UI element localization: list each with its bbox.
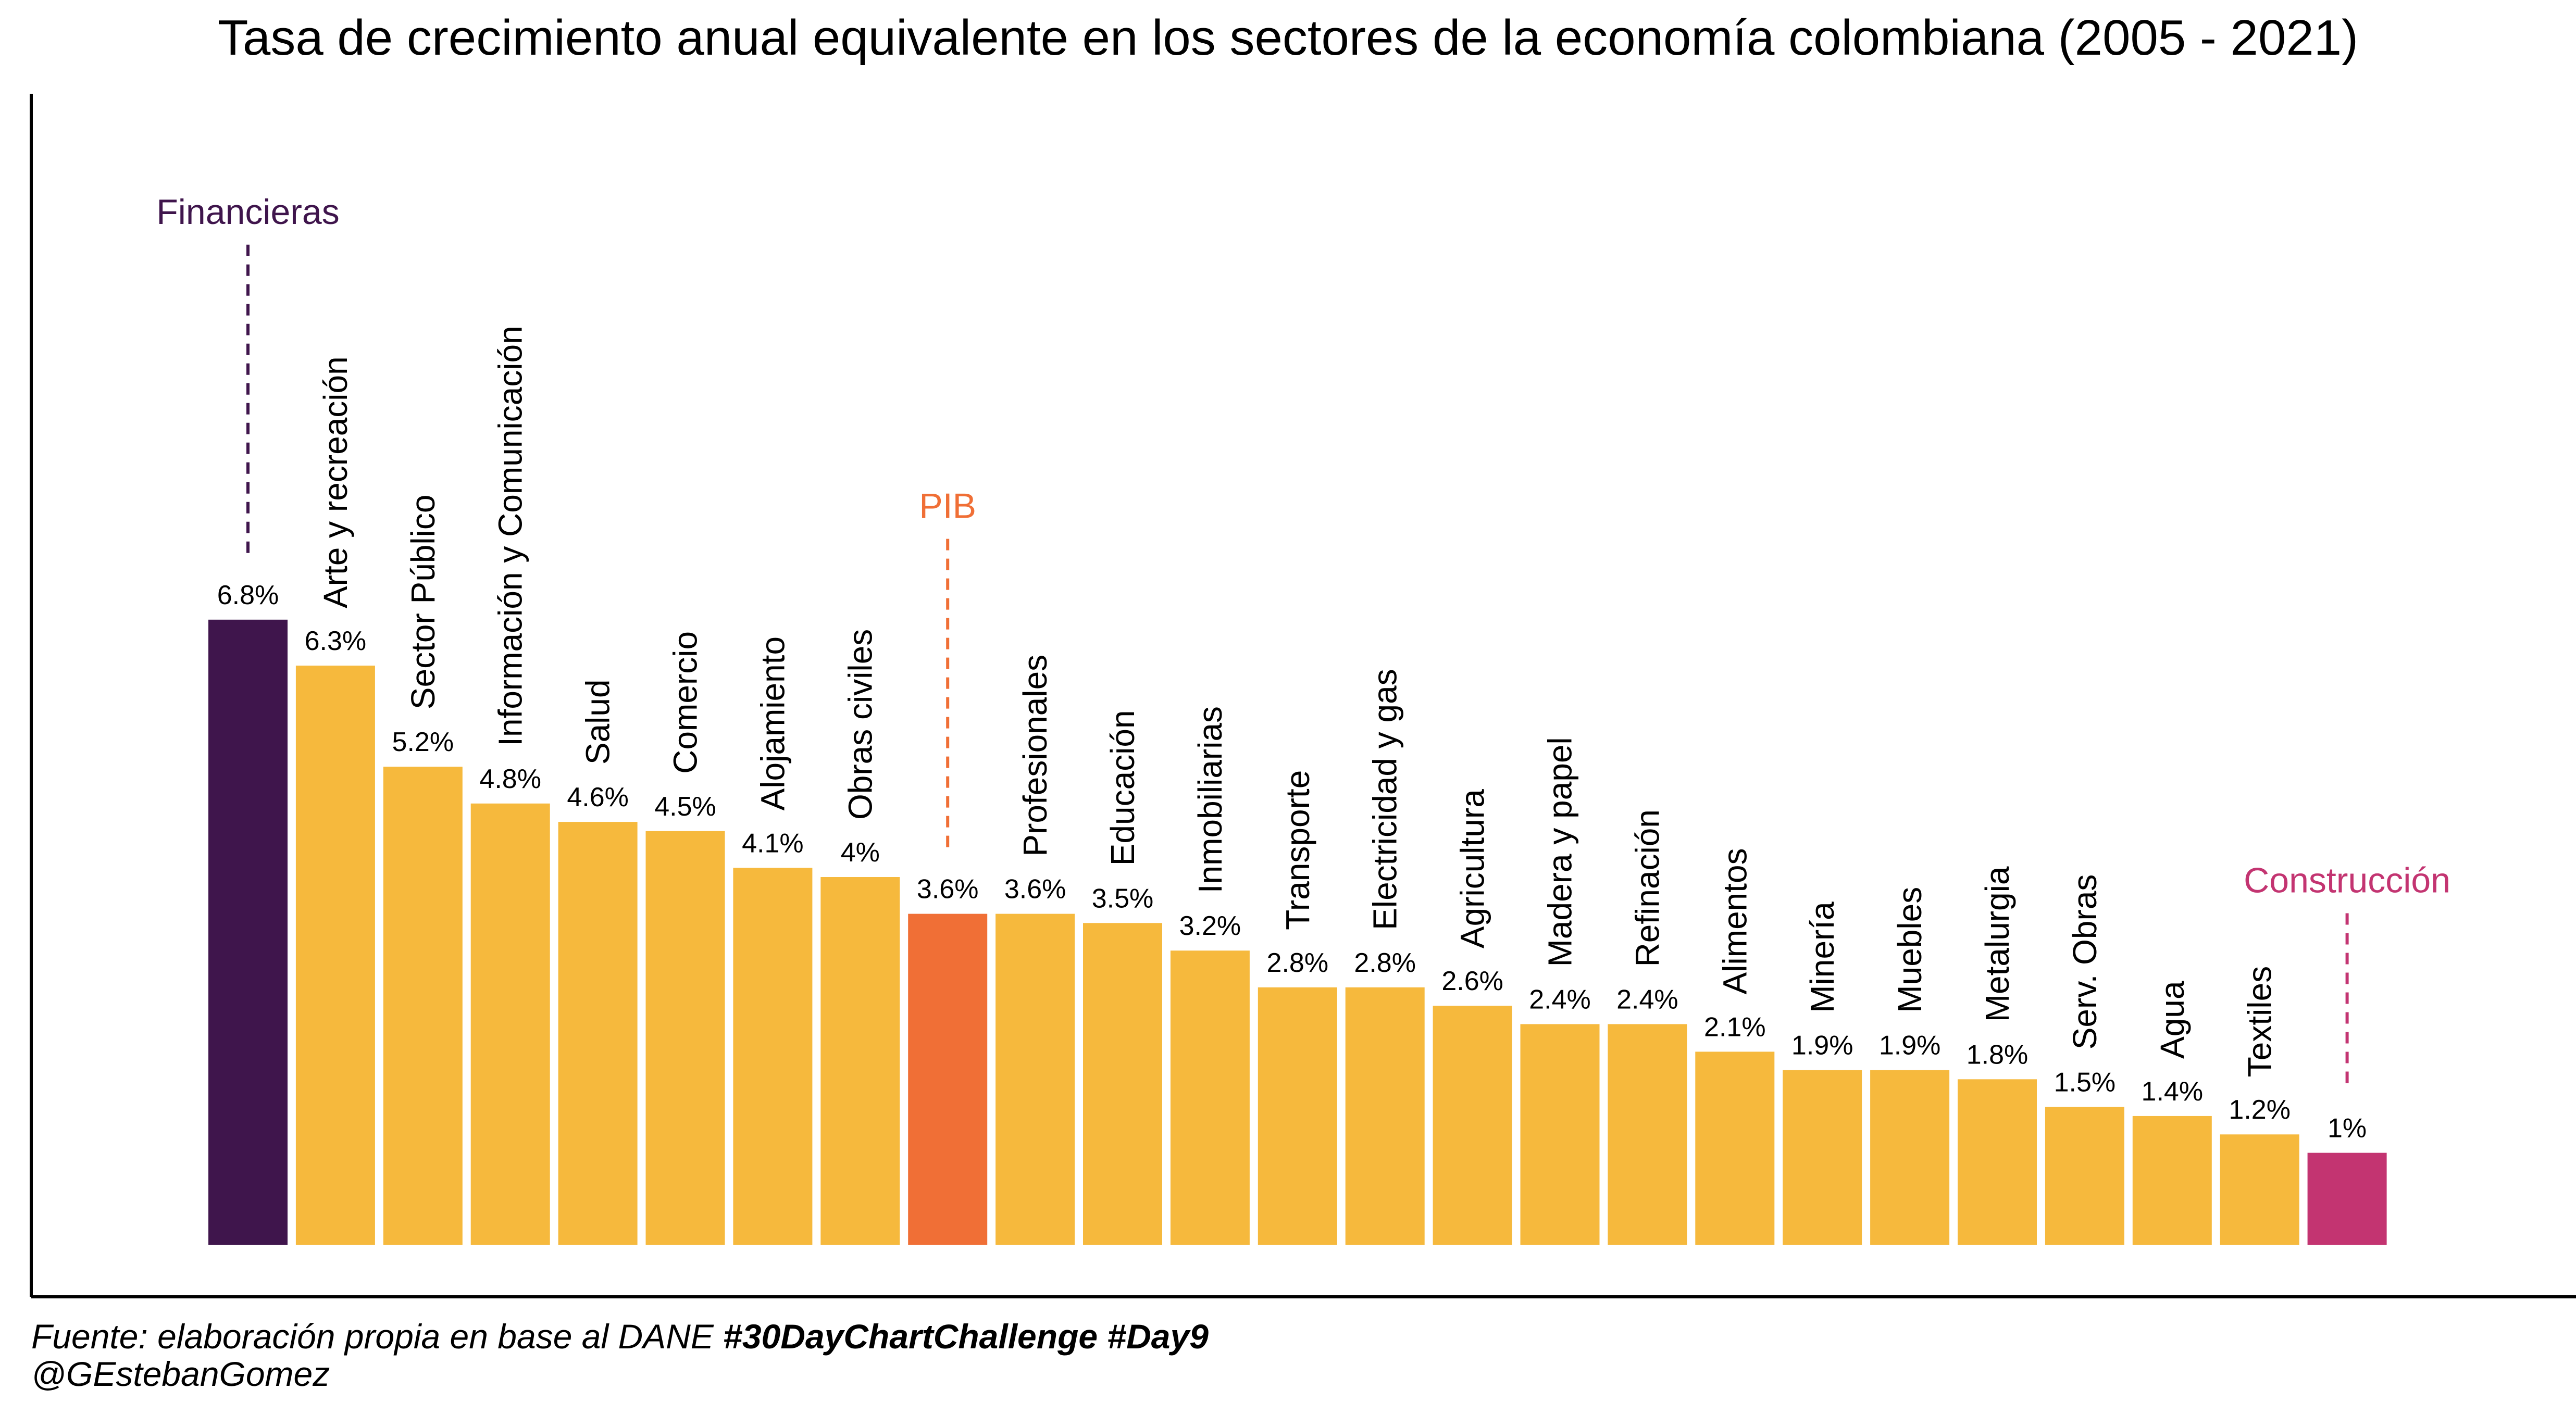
- category-label-agricultura: Agricultura: [1454, 789, 1491, 948]
- category-label-profesionales: Profesionales: [1016, 655, 1054, 857]
- bar-muebles: [1870, 1070, 1950, 1245]
- bar-transporte: [1258, 987, 1337, 1245]
- value-label-mineria: 1.9%: [1791, 1031, 1853, 1061]
- bar-mineria: [1783, 1070, 1862, 1245]
- value-label-agua: 1.4%: [2142, 1077, 2204, 1107]
- value-label-profesionales: 3.6%: [1004, 874, 1066, 905]
- caption-source: Fuente: elaboración propia en base al DA…: [31, 1317, 1209, 1356]
- value-label-refinacion: 2.4%: [1616, 984, 1678, 1015]
- value-label-agricultura: 2.6%: [1441, 966, 1503, 996]
- category-label-pib: PIB: [919, 486, 976, 526]
- bar-electricidad-y-gas: [1345, 987, 1425, 1245]
- category-label-muebles: Muebles: [1891, 887, 1928, 1013]
- value-label-alimentos: 2.1%: [1704, 1012, 1766, 1042]
- bar-metalurgia: [1958, 1079, 2037, 1245]
- bar-salud: [558, 822, 638, 1245]
- chart-title: Tasa de crecimiento anual equivalente en…: [217, 10, 2359, 66]
- bar-profesionales: [995, 914, 1075, 1245]
- category-label-inmobiliarias: Inmobiliarias: [1191, 706, 1229, 893]
- category-label-comercio: Comercio: [667, 631, 704, 774]
- bar-construccion: [2307, 1153, 2387, 1245]
- bar-alimentos: [1695, 1052, 1775, 1245]
- category-label-arte-y-recreacion: Arte y recreación: [317, 356, 354, 608]
- bar-financieras: [208, 619, 288, 1245]
- value-label-obras-civiles: 4%: [841, 837, 880, 868]
- value-label-electricidad-y-gas: 2.8%: [1354, 948, 1416, 978]
- category-label-obras-civiles: Obras civiles: [841, 629, 879, 820]
- value-label-pib: 3.6%: [917, 874, 979, 905]
- value-label-construccion: 1%: [2328, 1113, 2367, 1144]
- category-label-agua: Agua: [2154, 981, 2191, 1059]
- bar-informacion-y-comunicacion: [470, 803, 550, 1245]
- value-label-textiles: 1.2%: [2229, 1095, 2291, 1125]
- value-label-informacion-y-comunicacion: 4.8%: [479, 764, 541, 794]
- bar-pib: [908, 914, 988, 1245]
- bar-refinacion: [1608, 1024, 1687, 1245]
- category-label-construccion: Construcción: [2244, 861, 2450, 900]
- bar-serv-obras: [2045, 1107, 2124, 1245]
- category-label-financieras: Financieras: [156, 192, 340, 232]
- bar-madera-y-papel: [1520, 1024, 1600, 1245]
- category-label-sector-publico: Sector Público: [404, 495, 442, 710]
- caption-hashtags: #30DayChartChallenge #Day9: [723, 1317, 1209, 1356]
- value-label-inmobiliarias: 3.2%: [1179, 911, 1241, 941]
- value-label-alojamiento: 4.1%: [742, 828, 804, 858]
- value-label-madera-y-papel: 2.4%: [1529, 984, 1591, 1015]
- bar-textiles: [2220, 1134, 2299, 1245]
- category-label-madera-y-papel: Madera y papel: [1541, 737, 1579, 967]
- bar-agua: [2132, 1116, 2212, 1245]
- category-label-mineria: Minería: [1803, 902, 1841, 1013]
- value-label-arte-y-recreacion: 6.3%: [305, 626, 367, 656]
- value-label-salud: 4.6%: [567, 782, 629, 812]
- category-label-electricidad-y-gas: Electricidad y gas: [1366, 669, 1404, 930]
- category-label-alojamiento: Alojamiento: [754, 636, 791, 810]
- category-label-serv-obras: Serv. Obras: [2066, 874, 2104, 1050]
- value-label-serv-obras: 1.5%: [2054, 1067, 2116, 1097]
- category-label-transporte: Transporte: [1279, 770, 1316, 930]
- value-label-comercio: 4.5%: [654, 792, 716, 822]
- value-label-sector-publico: 5.2%: [392, 727, 454, 757]
- value-label-educacion: 3.5%: [1092, 883, 1154, 914]
- bar-comercio: [645, 831, 725, 1245]
- bar-obras-civiles: [820, 877, 900, 1245]
- category-label-metalurgia: Metalurgia: [1978, 866, 2016, 1022]
- category-label-informacion-y-comunicacion: Información y Comunicación: [492, 326, 529, 746]
- bar-alojamiento: [733, 868, 813, 1245]
- bar-inmobiliarias: [1170, 950, 1250, 1245]
- value-label-muebles: 1.9%: [1879, 1031, 1941, 1061]
- value-label-financieras: 6.8%: [217, 580, 279, 610]
- bar-arte-y-recreacion: [295, 666, 375, 1245]
- category-label-textiles: Textiles: [2241, 966, 2279, 1077]
- bar-sector-publico: [383, 767, 463, 1245]
- value-label-metalurgia: 1.8%: [1967, 1040, 2029, 1070]
- category-label-refinacion: Refinación: [1628, 809, 1666, 967]
- bar-educacion: [1083, 923, 1162, 1245]
- category-label-alimentos: Alimentos: [1716, 848, 1753, 994]
- category-label-salud: Salud: [579, 679, 617, 765]
- value-label-transporte: 2.8%: [1267, 948, 1329, 978]
- caption-source-text: Fuente: elaboración propia en base al DA…: [31, 1317, 724, 1356]
- caption-author: @GEstebanGomez: [31, 1355, 330, 1393]
- bar-agricultura: [1433, 1006, 1512, 1245]
- category-label-educacion: Educación: [1104, 710, 1141, 866]
